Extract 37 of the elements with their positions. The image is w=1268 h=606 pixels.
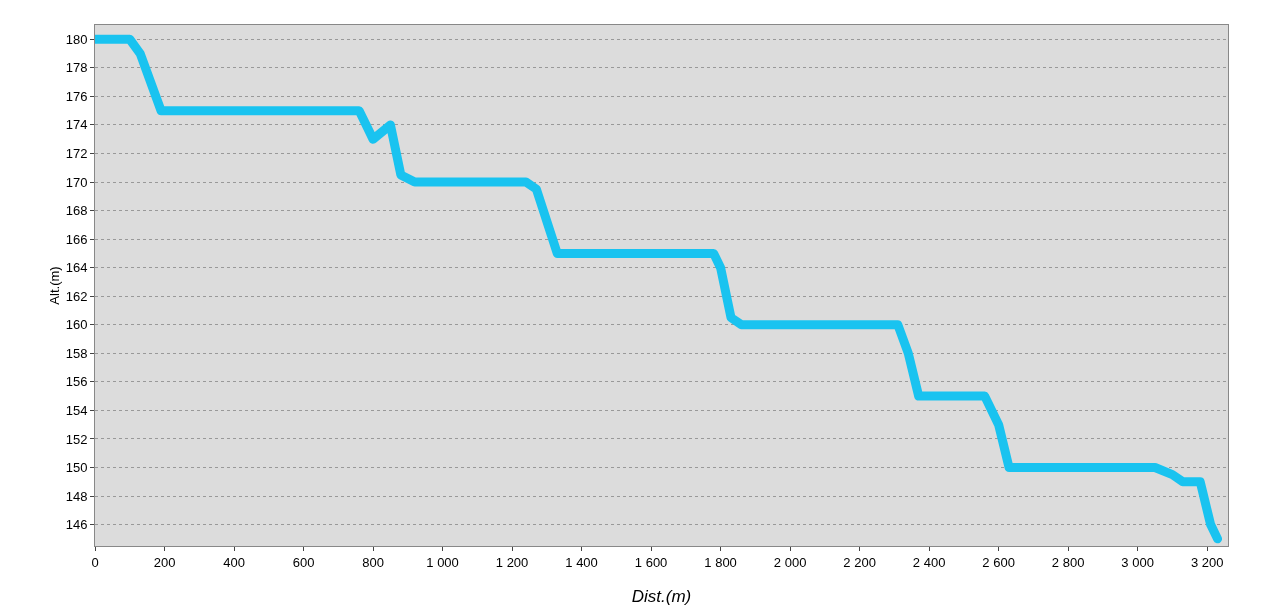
y-axis-title: Alt.(m) xyxy=(47,266,62,305)
x-tick-label: 1 200 xyxy=(495,554,529,570)
x-tick-label: 2 200 xyxy=(843,554,876,570)
y-tick-label: 148 xyxy=(65,488,88,504)
y-tick-label: 160 xyxy=(65,317,88,333)
y-tick-label: 166 xyxy=(65,231,88,247)
x-tick-label: 200 xyxy=(153,554,176,570)
y-tick-label: 178 xyxy=(65,60,88,76)
x-tick-label: 1 800 xyxy=(704,554,737,570)
x-tick-label: 2 000 xyxy=(773,554,807,570)
x-tick-label: 0 xyxy=(91,554,99,570)
y-tick-label: 170 xyxy=(65,174,88,190)
y-tick-label: 150 xyxy=(65,460,88,476)
x-tick-label: 2 400 xyxy=(912,554,946,570)
y-tick-label: 152 xyxy=(65,431,88,447)
x-tick-label: 3 200 xyxy=(1190,554,1224,570)
y-tick-label: 176 xyxy=(65,88,88,104)
y-tick-label: 172 xyxy=(65,146,88,162)
x-tick-label: 1 400 xyxy=(565,554,598,570)
x-tick-label: 3 000 xyxy=(1121,554,1154,570)
y-tick-label: 146 xyxy=(65,517,88,533)
x-tick-label: 800 xyxy=(362,554,384,570)
y-tick-label: 158 xyxy=(65,345,88,361)
x-tick-label: 2 800 xyxy=(1051,554,1085,570)
x-tick-label: 2 600 xyxy=(982,554,1015,570)
y-tick-label: 164 xyxy=(65,260,88,276)
x-axis-title: Dist.(m) xyxy=(631,587,692,606)
y-tick-label: 168 xyxy=(65,203,88,219)
x-tick-label: 600 xyxy=(292,554,315,570)
x-tick-label: 1 600 xyxy=(634,554,668,570)
y-tick-label: 154 xyxy=(65,402,88,418)
x-tick-label: 1 000 xyxy=(426,554,459,570)
y-tick-label: 162 xyxy=(65,288,88,304)
y-tick-label: 174 xyxy=(65,117,88,133)
y-tick-label: 156 xyxy=(65,374,88,390)
y-tick-label: 180 xyxy=(65,31,88,47)
x-tick-label: 400 xyxy=(223,554,245,570)
